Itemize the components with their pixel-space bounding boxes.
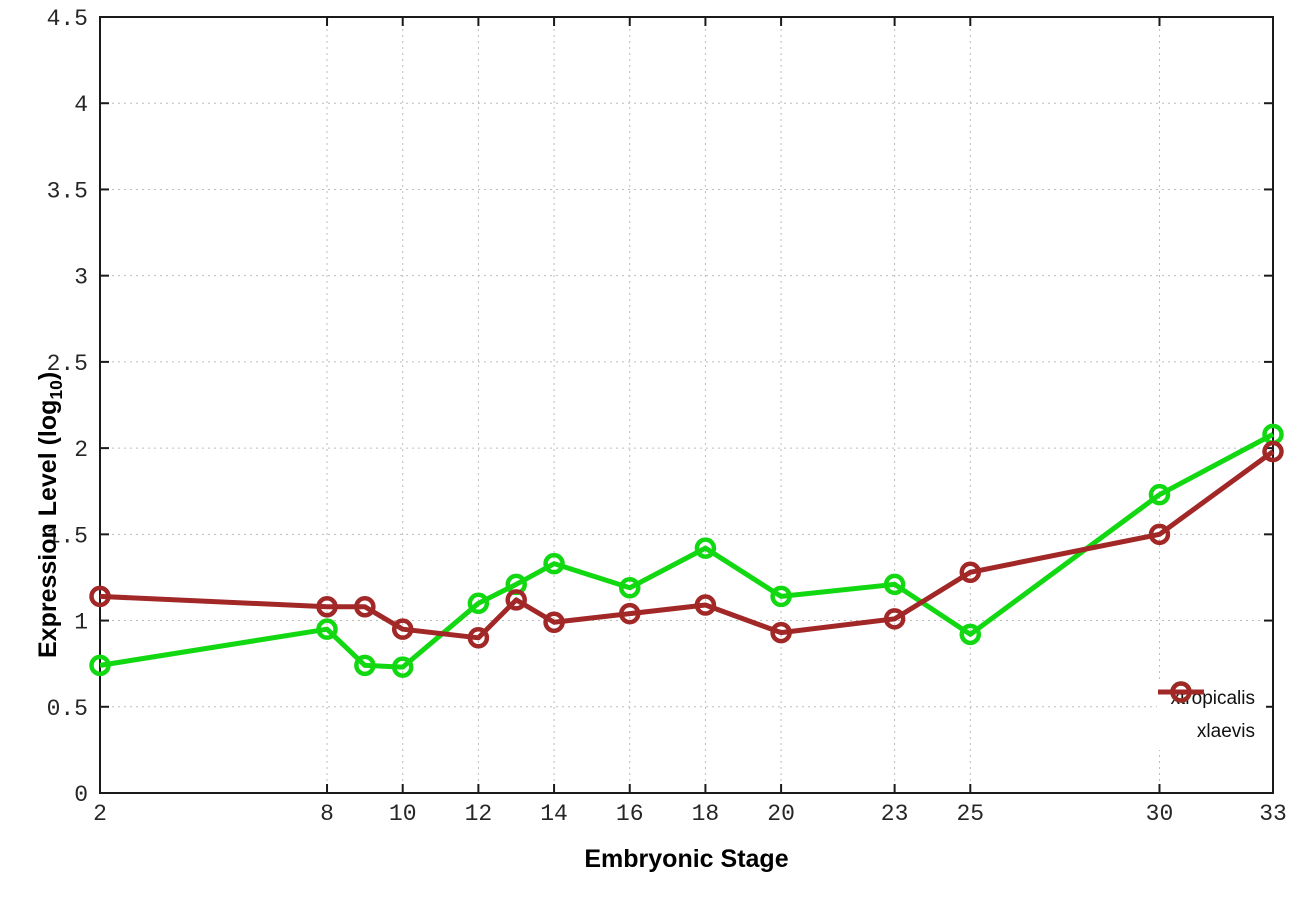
x-axis-title: Embryonic Stage (584, 845, 789, 873)
data-point-xtropicalis (354, 654, 376, 677)
data-point-xtropicalis (1148, 483, 1171, 506)
legend-row-xlaevis: xlaevis (1157, 681, 1264, 748)
y-axis-title-main: Expression Level (log (34, 399, 62, 658)
y-tick-label: 2 (74, 437, 88, 463)
data-point-xtropicalis (770, 585, 792, 608)
y-axis-title-close: ) (34, 371, 62, 381)
data-point-xlaevis (959, 561, 982, 584)
x-tick-label: 8 (320, 801, 334, 827)
data-point-xtropicalis (316, 618, 338, 640)
data-point-xlaevis (770, 621, 792, 644)
x-tick-label: 18 (692, 801, 720, 827)
series-line-xlaevis (99, 449, 1275, 641)
data-point-xlaevis (543, 611, 565, 634)
y-axis-title: Expression Level (log10) (34, 372, 67, 658)
x-tick-label: 25 (956, 801, 984, 827)
data-point-xtropicalis (89, 654, 111, 677)
x-tick-label: 10 (389, 801, 417, 827)
data-point-xlaevis (1148, 523, 1171, 546)
x-tick-label: 33 (1259, 801, 1287, 827)
plot-border (99, 16, 1274, 794)
x-tick-label: 14 (540, 801, 568, 827)
y-tick-label: 4.5 (47, 6, 88, 32)
data-point-xlaevis (505, 589, 527, 611)
data-point-xlaevis (316, 596, 338, 618)
legend-label-xlaevis: xlaevis (1196, 720, 1255, 742)
x-tick-label: 30 (1146, 801, 1174, 827)
legend-swatch-xlaevis-icon (1157, 681, 1204, 703)
data-point-xtropicalis (959, 623, 982, 646)
data-point-xlaevis (618, 602, 641, 625)
data-point-xlaevis (883, 608, 906, 630)
data-point-xlaevis (467, 627, 490, 649)
y-tick-label: 1 (74, 610, 88, 636)
data-point-xtropicalis (543, 552, 565, 575)
data-point-xlaevis (391, 618, 414, 640)
x-tick-label: 20 (767, 801, 795, 827)
data-point-xlaevis (89, 585, 111, 608)
y-tick-label: 0 (74, 782, 88, 808)
y-tick-label: 1.5 (47, 523, 88, 549)
x-tick-label: 2 (93, 801, 107, 827)
series-line-xtropicalis (99, 432, 1275, 670)
y-tick-label: 3.5 (47, 178, 88, 204)
data-point-xtropicalis (467, 592, 490, 615)
data-point-xtropicalis (618, 577, 641, 599)
x-tick-label: 23 (881, 801, 909, 827)
x-tick-label: 12 (465, 801, 493, 827)
y-tick-label: 0.5 (47, 696, 88, 722)
y-axis-title-sub: 10 (46, 380, 66, 400)
data-point-xtropicalis (694, 537, 717, 559)
data-point-xlaevis (1262, 440, 1284, 463)
x-tick-label: 16 (616, 801, 644, 827)
legend: xtropicalis xlaevis (1156, 680, 1266, 750)
data-point-xlaevis (694, 594, 717, 616)
data-point-xlaevis (354, 596, 376, 618)
y-tick-label: 3 (74, 265, 88, 291)
y-tick-label: 4 (74, 92, 88, 118)
data-point-xtropicalis (391, 656, 414, 678)
y-tick-label: 2.5 (47, 351, 88, 377)
data-point-xtropicalis (883, 573, 906, 596)
